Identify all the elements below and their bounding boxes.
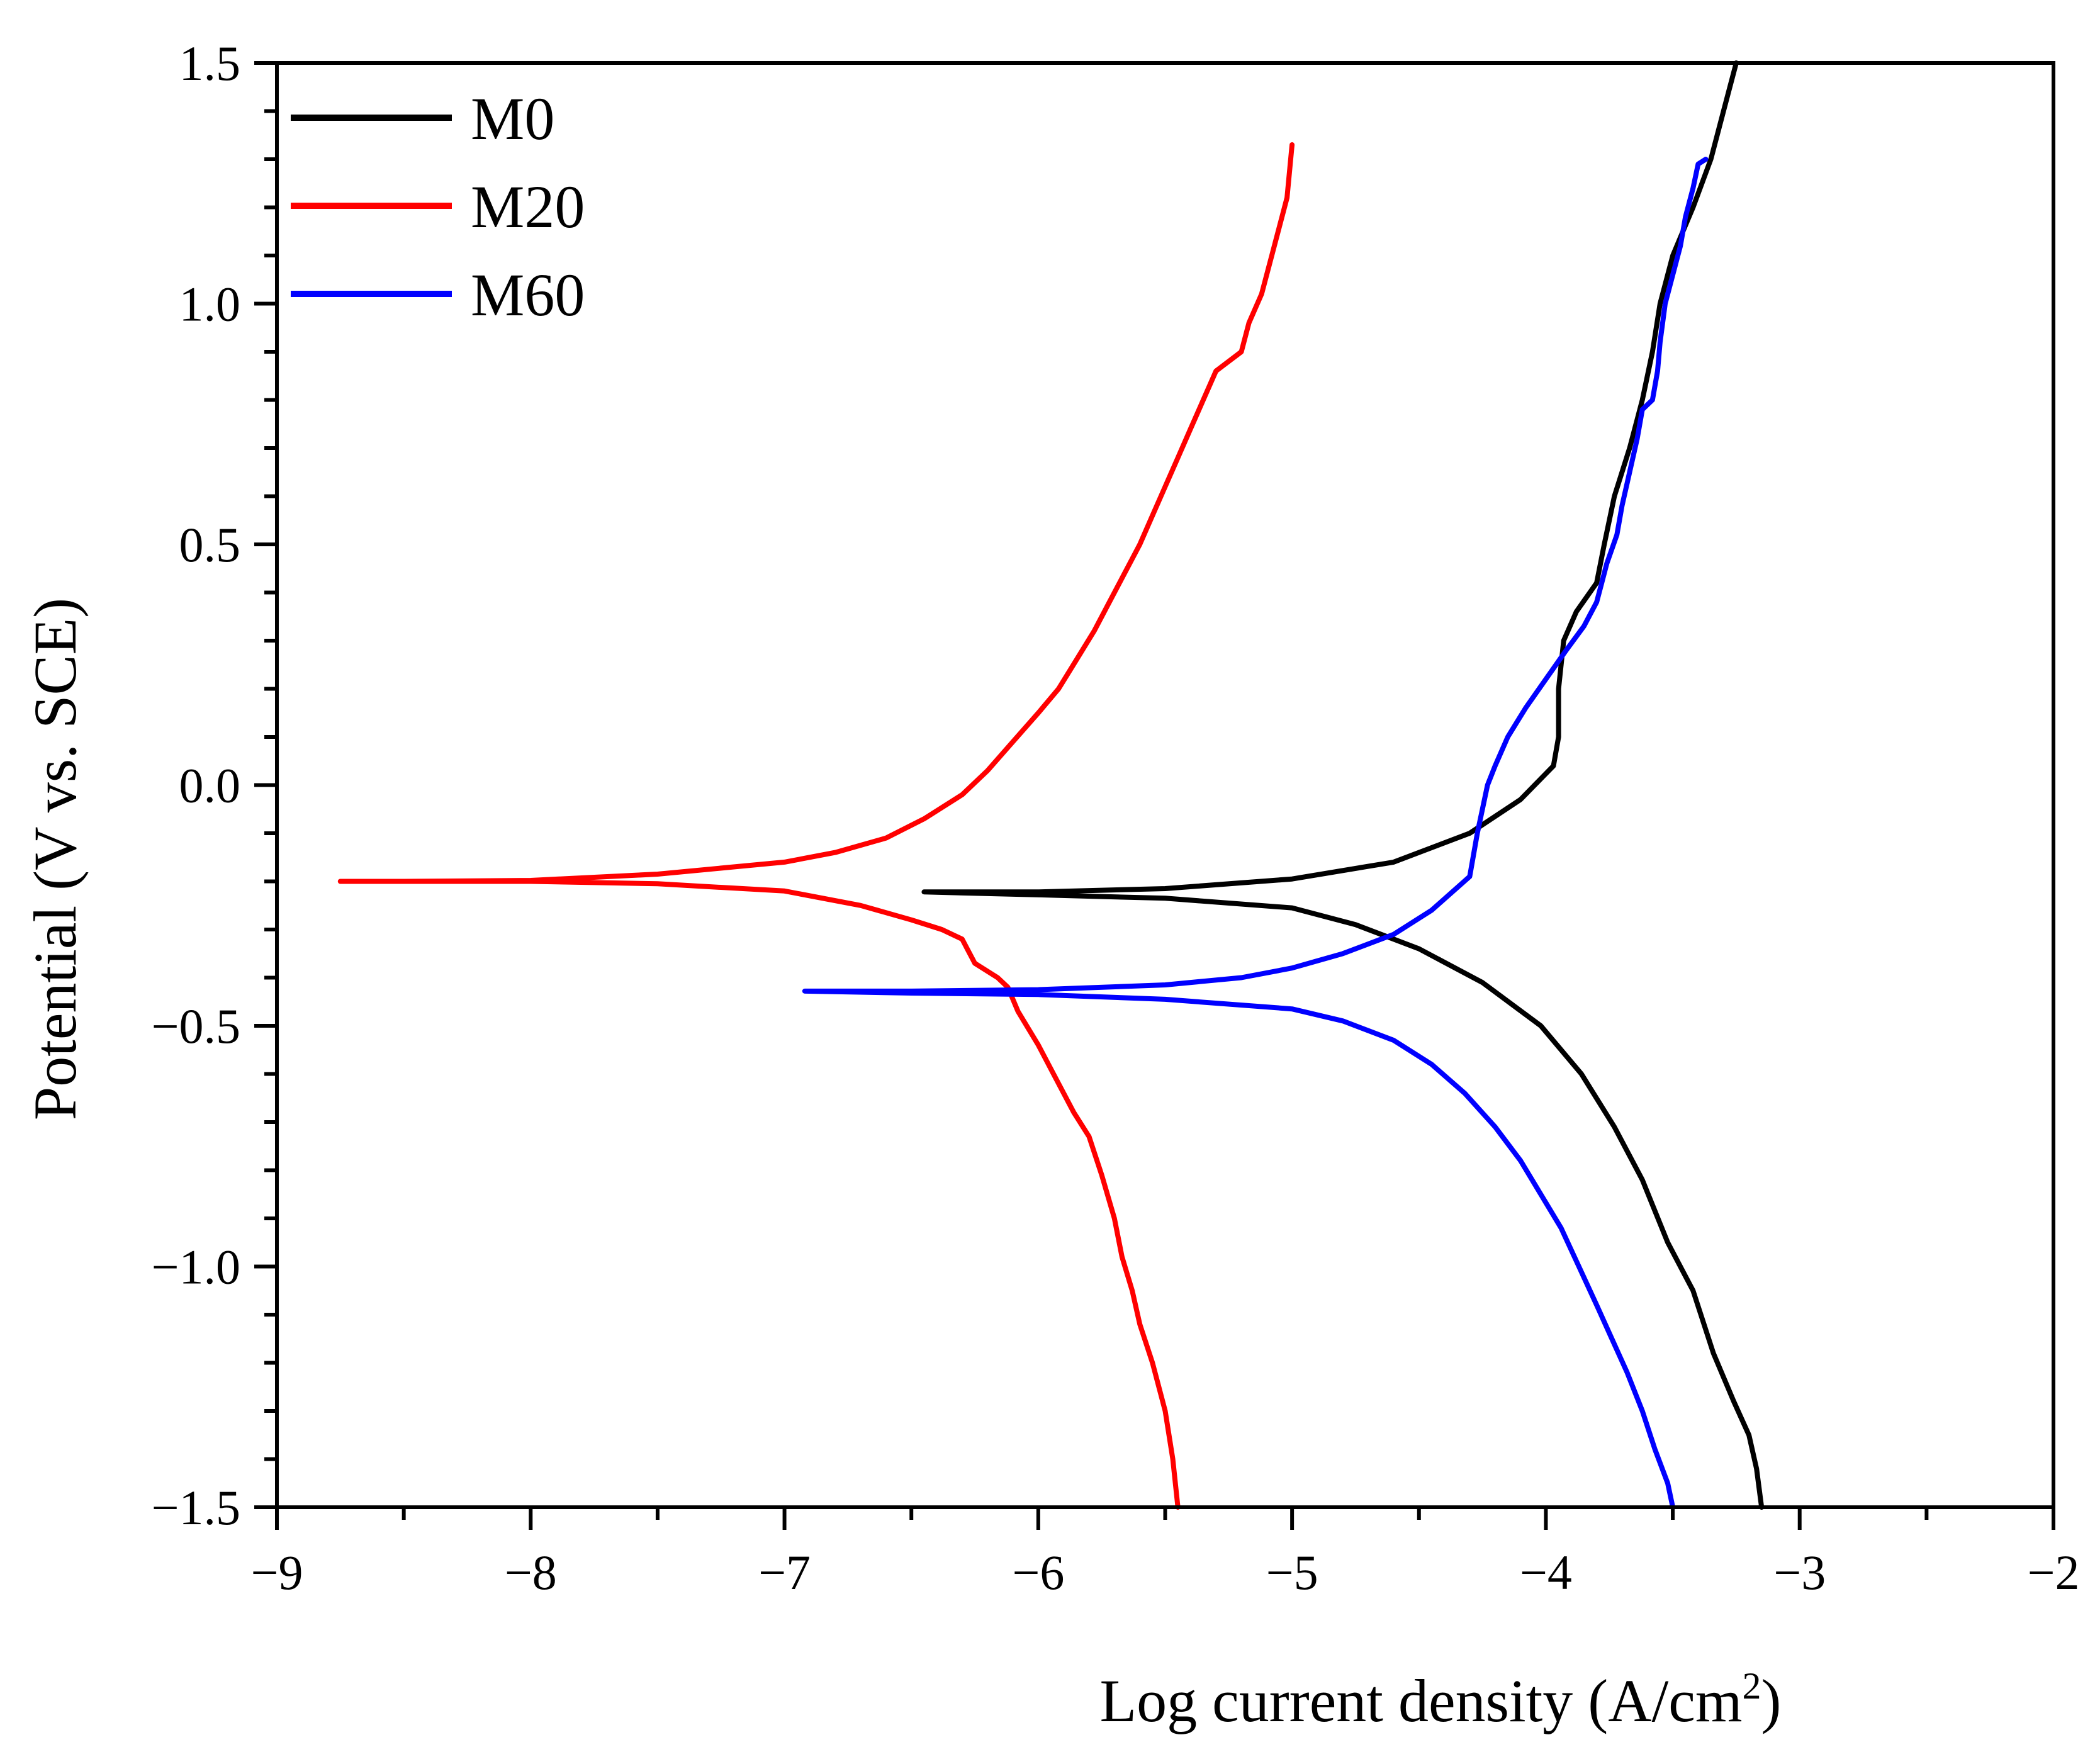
legend-label-m60: M60 (471, 261, 585, 329)
x-axis-title-end: ) (1761, 1667, 1782, 1734)
series-line-m0 (921, 60, 1765, 1510)
y-tick-label: 0.0 (179, 758, 241, 813)
x-tick-label: −6 (1012, 1545, 1064, 1600)
x-tick-label: −7 (758, 1545, 811, 1600)
series-line-m60 (802, 157, 1709, 1510)
y-axis-title: Potential (V vs. SCE) (21, 598, 89, 1120)
x-tick-label: −9 (251, 1545, 303, 1600)
legend-label-m0: M0 (471, 85, 554, 152)
y-tick-label: −1.0 (152, 1240, 241, 1295)
legend-label-m20: M20 (471, 173, 585, 240)
x-axis-title-sup: 2 (1743, 1665, 1761, 1707)
legend: M0 M20 M60 (291, 85, 585, 329)
x-tick-label: −8 (505, 1545, 557, 1600)
x-tick-label: −2 (2028, 1545, 2080, 1600)
y-tick-label: −1.5 (152, 1480, 241, 1535)
y-tick-label: 1.0 (179, 277, 241, 332)
series-line-m20 (337, 142, 1295, 1510)
y-tick-label: 0.5 (179, 517, 241, 572)
x-tick-label: −5 (1266, 1545, 1318, 1600)
axes-layer: −9 −8 −7 −6 −5 −4 −3 −2 −1.5 −1.0 −0.5 0.0 0.5 1.0 1.5 (152, 36, 2080, 1600)
series-layer (337, 60, 1765, 1510)
y-tick-label: 1.5 (179, 36, 241, 91)
x-axis-title: Log current density (A/cm2) (1100, 1665, 1782, 1734)
y-tick-label: −0.5 (152, 999, 241, 1053)
x-tick-label: −3 (1773, 1545, 1826, 1600)
x-axis-title-main: Log current density (A/cm (1100, 1667, 1743, 1734)
x-tick-label: −4 (1520, 1545, 1572, 1600)
